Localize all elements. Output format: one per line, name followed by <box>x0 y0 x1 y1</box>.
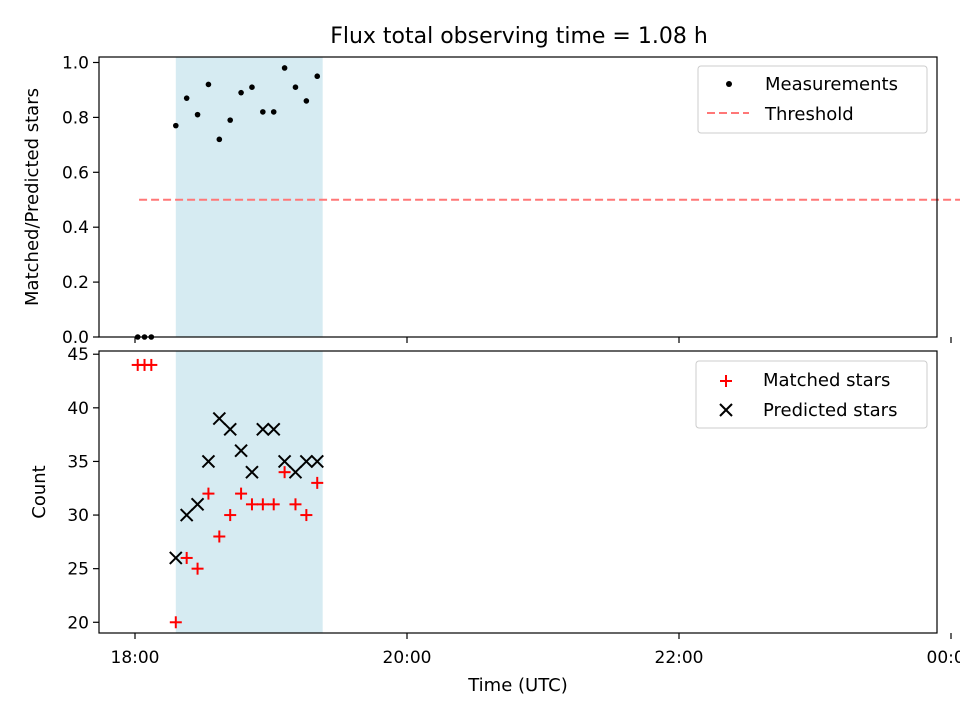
matched-star-point <box>300 509 313 522</box>
bottom-y-tick-label: 35 <box>67 452 89 472</box>
predicted-star-point <box>223 422 237 436</box>
top-shaded-span <box>175 57 323 337</box>
x-tick-label: 00:00 <box>927 648 960 668</box>
measurement-point <box>227 117 233 123</box>
x-axis-label: Time (UTC) <box>467 675 568 696</box>
predicted-star-point <box>267 422 281 436</box>
top-y-tick-label: 0.0 <box>62 328 89 348</box>
predicted-star-point <box>179 508 194 522</box>
legend-matched-marker <box>720 375 732 387</box>
matched-star-point <box>289 498 302 511</box>
measurement-point <box>270 109 277 115</box>
measurement-point <box>205 81 212 88</box>
x-tick-label: 22:00 <box>655 648 704 668</box>
measurement-point <box>292 84 299 90</box>
bottom-shaded-span <box>175 351 323 633</box>
measurement-point <box>249 84 255 90</box>
top-y-tick-label: 0.4 <box>62 218 89 238</box>
bottom-legend-box <box>695 360 928 429</box>
measurement-point <box>194 111 201 118</box>
measurement-point <box>183 95 190 101</box>
predicted-star-point <box>310 454 324 469</box>
bottom-y-ticks: 20 25 30 35 40 45 <box>67 345 99 633</box>
top-y-ticks: 0.0 0.2 0.4 0.6 0.8 1.0 <box>62 53 99 348</box>
matched-star-point <box>213 530 226 543</box>
matched-star-point <box>169 616 182 629</box>
predicted-star-point <box>256 422 270 436</box>
predicted-star-point <box>277 454 292 469</box>
legend-measurements-marker <box>726 81 732 87</box>
predicted-star-point <box>299 454 314 469</box>
bottom-axes-frame <box>98 350 938 634</box>
matched-star-point <box>224 509 237 522</box>
legend-matched-label: Matched stars <box>763 370 890 391</box>
predicted-star-point <box>234 444 248 458</box>
measurement-point <box>216 136 223 143</box>
legend-predicted-marker <box>719 403 733 417</box>
x-tick-label: 20:00 <box>383 648 432 668</box>
legend-predicted-label: Predicted stars <box>763 400 897 421</box>
bottom-y-tick-label: 20 <box>67 613 89 633</box>
measurement-point <box>303 98 310 104</box>
matched-star-point <box>278 466 291 479</box>
bottom-matched-points <box>131 358 324 629</box>
top-legend: Measurements Threshold <box>697 65 928 134</box>
bottom-y-axis-label: Count <box>29 465 50 518</box>
predicted-star-point <box>212 411 227 426</box>
chart-title: Flux total observing time = 1.08 h <box>330 24 708 49</box>
bottom-y-tick-label: 25 <box>67 560 89 580</box>
top-axes-frame <box>98 56 938 338</box>
matched-star-point <box>311 476 324 489</box>
top-y-axis-label: Matched/Predicted stars <box>22 88 43 306</box>
top-y-tick-label: 0.6 <box>62 163 89 183</box>
predicted-star-point <box>190 497 205 512</box>
predicted-star-point <box>201 454 216 469</box>
top-measurement-points <box>134 65 321 340</box>
x-tick-label: 18:00 <box>111 648 160 668</box>
top-y-tick-label: 0.2 <box>62 273 89 293</box>
measurement-point <box>238 89 244 96</box>
predicted-star-point <box>245 465 259 479</box>
measurement-point <box>173 122 179 129</box>
top-legend-box <box>697 65 928 134</box>
bottom-y-tick-label: 40 <box>67 399 89 419</box>
legend-threshold-label: Threshold <box>764 104 854 125</box>
matched-star-point <box>267 498 280 511</box>
bottom-y-tick-label: 45 <box>67 345 89 365</box>
matched-star-point <box>180 551 193 564</box>
measurement-point <box>314 73 321 80</box>
predicted-star-point <box>288 465 303 479</box>
measurement-point <box>260 109 266 115</box>
bottom-y-tick-label: 30 <box>67 506 89 526</box>
top-panel: 0.0 0.2 0.4 0.6 0.8 1.0 Matched/Predicted sta… <box>22 53 960 348</box>
top-y-tick-label: 0.8 <box>62 108 89 128</box>
legend-measurements-label: Measurements <box>765 74 898 95</box>
matched-star-point <box>191 562 204 575</box>
measurement-point <box>281 65 288 71</box>
bottom-legend: Matched stars Predicted stars <box>695 360 928 429</box>
matched-star-point <box>245 498 258 511</box>
matched-star-point <box>235 487 248 500</box>
top-x-ticks <box>134 337 952 343</box>
matched-star-point <box>145 358 158 371</box>
matched-star-point <box>256 498 269 511</box>
predicted-star-point <box>169 551 183 565</box>
bottom-predicted-points <box>169 411 324 565</box>
matched-star-point <box>202 487 215 500</box>
top-y-tick-label: 1.0 <box>62 53 89 73</box>
